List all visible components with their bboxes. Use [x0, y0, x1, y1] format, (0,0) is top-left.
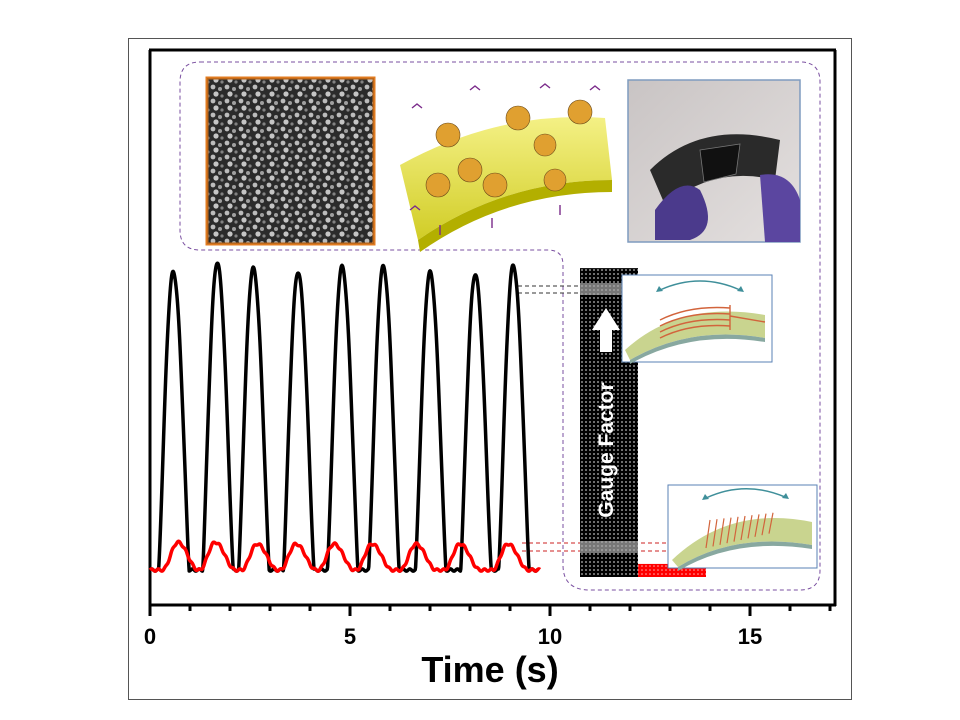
- arrow-up-icon: [592, 308, 620, 352]
- electrode-line: [712, 519, 718, 547]
- nanoparticle-film-illustration: [400, 83, 612, 252]
- electrode-line: [761, 513, 767, 536]
- electrode-line: [747, 515, 753, 539]
- sem-image: [205, 76, 376, 246]
- device-photo: [627, 79, 801, 243]
- x-ticks: [148, 605, 832, 616]
- series-line-red: [148, 539, 542, 573]
- device-schematic-low: [667, 484, 818, 571]
- electrode-line: [705, 519, 711, 549]
- electrode-line: [719, 518, 725, 545]
- figure-frame: [128, 38, 852, 700]
- x-tick-label: 10: [538, 624, 562, 649]
- bar-highlight: [580, 541, 638, 553]
- x-tick-label: 15: [738, 624, 762, 649]
- x-tick-label: 0: [144, 624, 156, 649]
- x-tick-labels: 0 5 10 15: [144, 624, 762, 649]
- series-group: [148, 261, 542, 573]
- plot-axes: [148, 48, 837, 607]
- device-schematic-high: [621, 274, 773, 364]
- electrode-line: [768, 512, 774, 534]
- electrode-line: [740, 515, 746, 541]
- series-line-black: [148, 261, 540, 573]
- electrode-line: [754, 514, 760, 537]
- electrode-line: [733, 516, 739, 542]
- electrode-line: [726, 517, 732, 544]
- gauge-factor-label: Gauge Factor: [595, 382, 618, 517]
- dashed-region-outline: [179, 61, 821, 591]
- x-axis-title: Time (s): [421, 649, 558, 690]
- x-tick-label: 5: [344, 624, 356, 649]
